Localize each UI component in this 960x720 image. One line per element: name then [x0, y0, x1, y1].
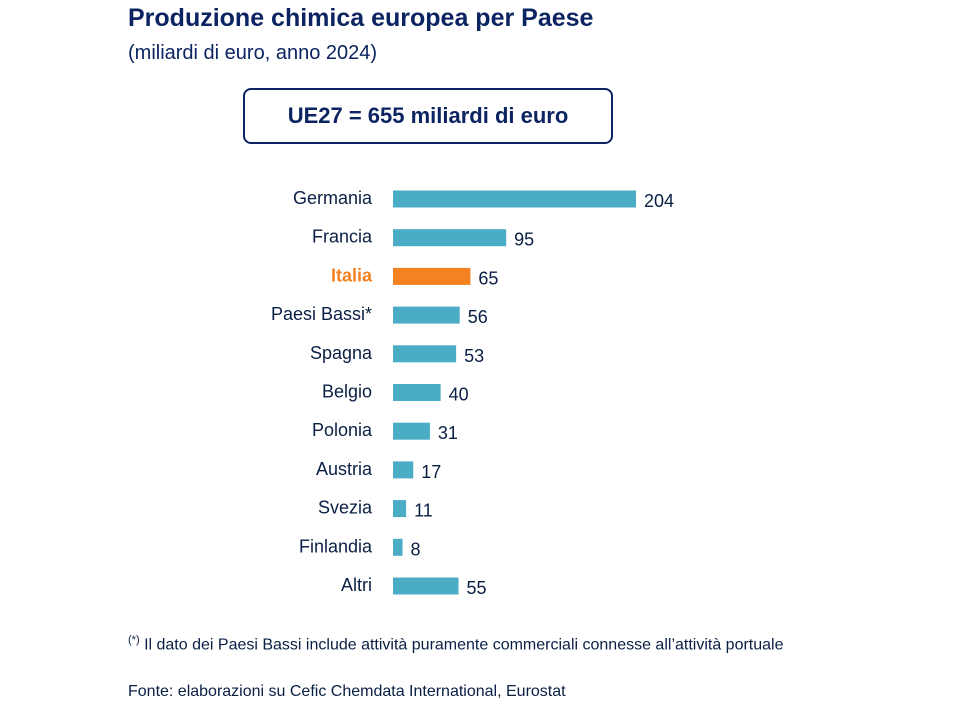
bar-belgio [393, 384, 441, 401]
footnote-text: Il dato dei Paesi Bassi include attività… [144, 636, 784, 654]
footnote-marker: (*) [128, 634, 140, 646]
category-label: Italia [331, 265, 373, 285]
category-label: Spagna [310, 343, 373, 363]
category-label: Belgio [322, 382, 372, 402]
category-label: Svezia [318, 498, 373, 518]
data-label: 56 [468, 307, 488, 327]
bar-italia [393, 267, 471, 285]
category-label: Finlandia [299, 536, 373, 556]
bar-polonia [393, 422, 430, 440]
data-label: 11 [414, 501, 433, 521]
bar-svezia [393, 500, 407, 518]
data-label: 204 [644, 191, 674, 211]
chart-title: Produzione chimica europea per Paese [128, 4, 594, 32]
bar-paesi-bassi [393, 306, 460, 324]
bar-germania [393, 190, 636, 208]
data-label: 55 [467, 578, 487, 598]
data-label: 53 [464, 346, 484, 366]
bar-francia [393, 229, 507, 247]
category-label: Polonia [312, 420, 373, 440]
bar-altri [393, 577, 459, 595]
bar-finlandia [393, 538, 403, 556]
category-label: Francia [312, 227, 373, 247]
data-label: 65 [478, 268, 498, 288]
data-label: 8 [411, 539, 421, 559]
data-label: 17 [421, 462, 441, 482]
total-callout-text: UE27 = 655 miliardi di euro [287, 103, 569, 128]
data-label: 31 [438, 423, 458, 443]
category-label: Austria [316, 459, 373, 479]
footnote: (*) Il dato dei Paesi Bassi include atti… [128, 630, 802, 655]
category-label: Altri [341, 575, 372, 595]
chart-subtitle: (miliardi di euro, anno 2024) [128, 42, 378, 64]
data-label: 95 [514, 230, 534, 250]
bar-spagna [393, 345, 457, 363]
data-label: 40 [449, 385, 469, 405]
source-note: Fonte: elaborazioni su Cefic Chemdata In… [128, 683, 566, 700]
category-label: Germania [293, 188, 373, 208]
bar-austria [393, 461, 414, 479]
category-label: Paesi Bassi* [271, 304, 372, 324]
total-callout: UE27 = 655 miliardi di euro [243, 88, 613, 144]
